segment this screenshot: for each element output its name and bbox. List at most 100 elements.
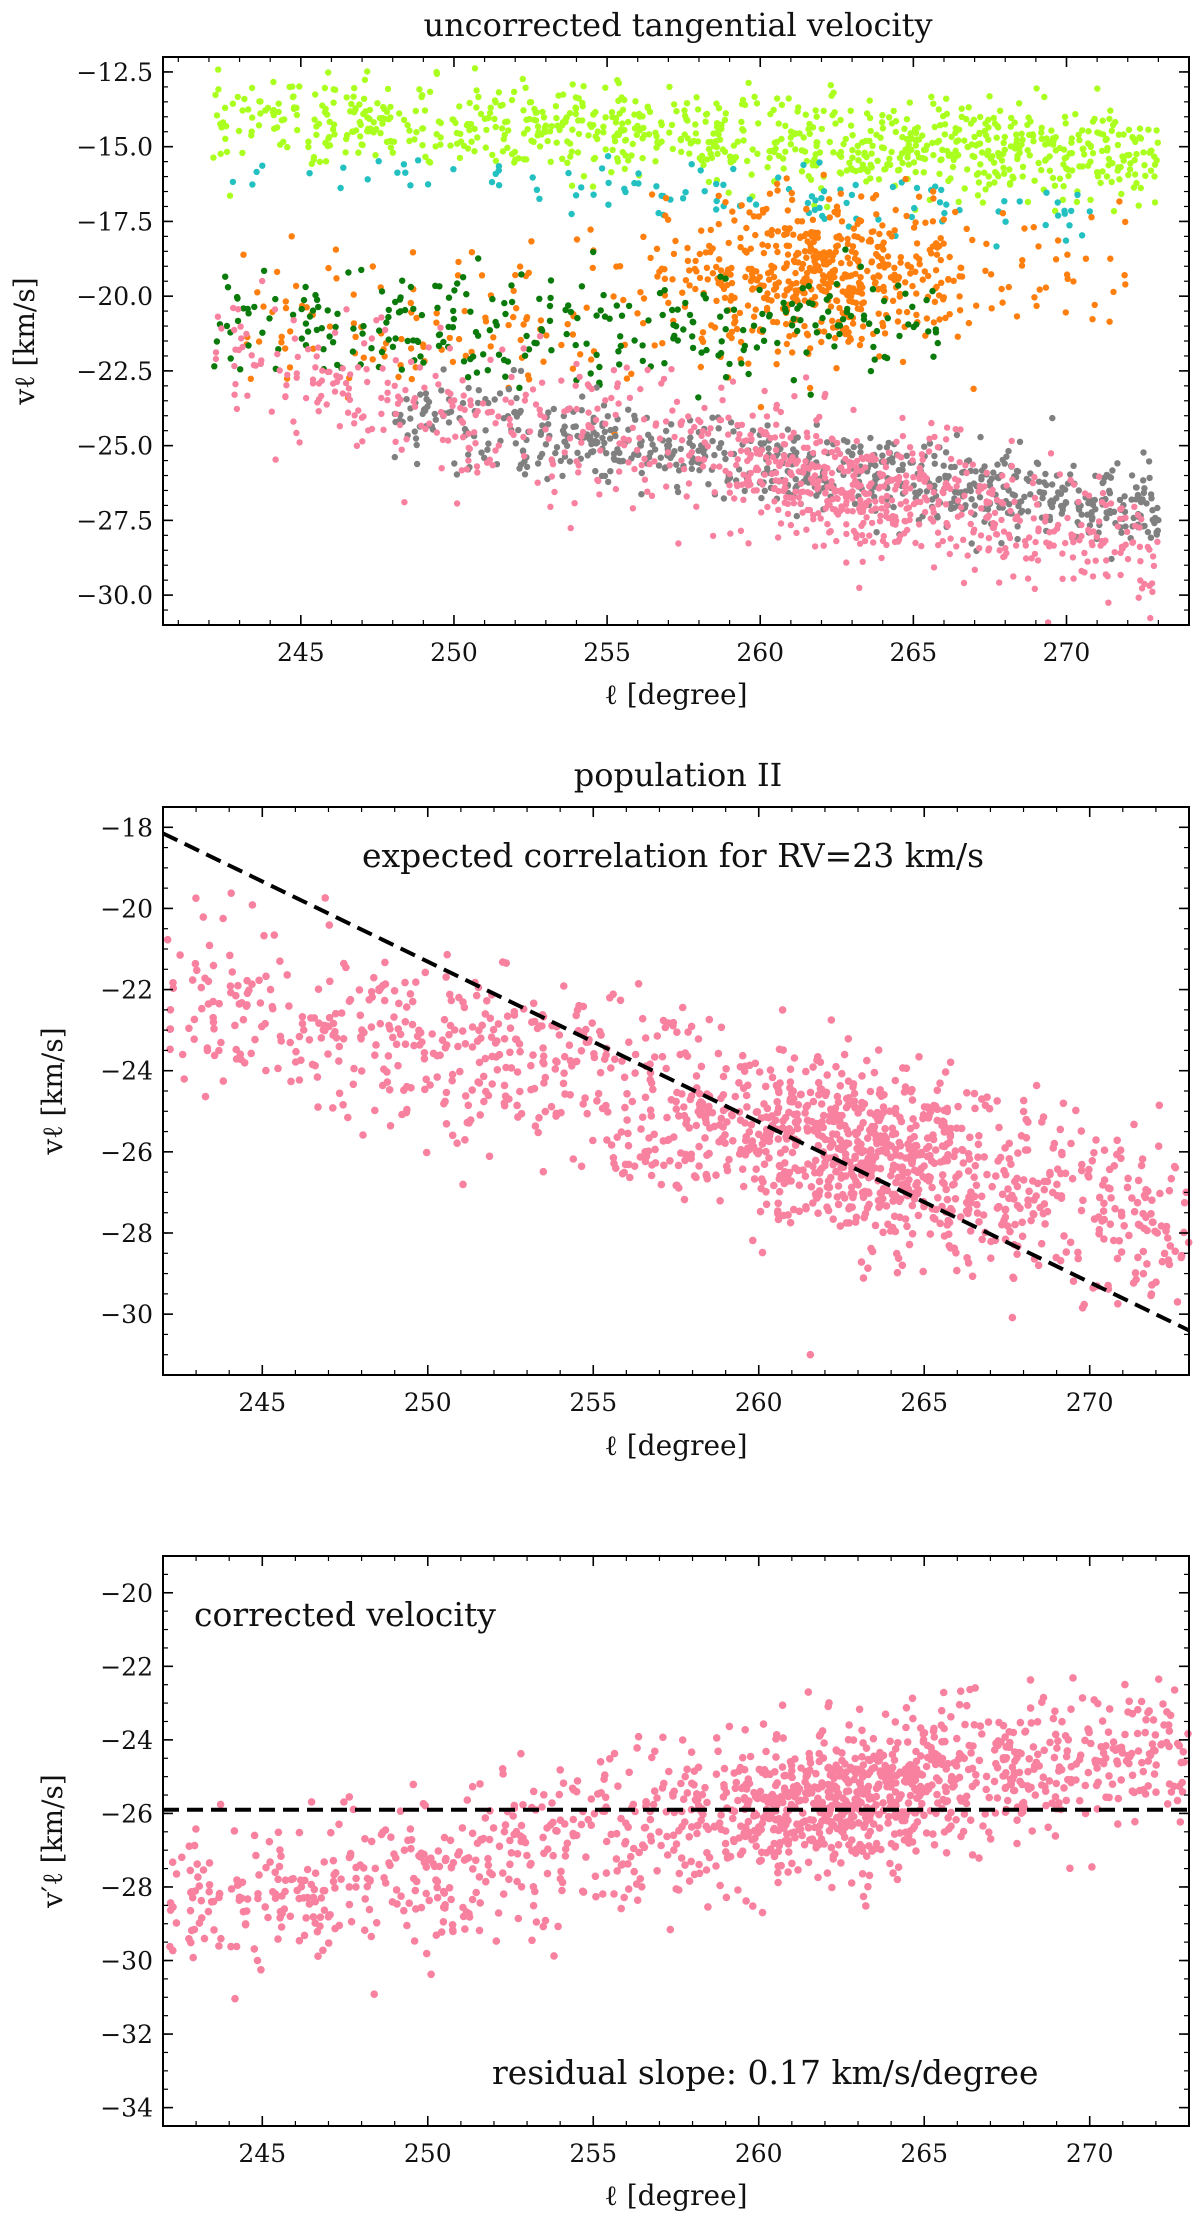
data-point bbox=[978, 1235, 986, 1244]
data-point bbox=[867, 1244, 875, 1253]
data-point bbox=[905, 161, 912, 168]
data-point bbox=[395, 373, 402, 381]
data-point bbox=[727, 450, 734, 457]
data-point bbox=[709, 245, 716, 252]
data-point bbox=[692, 1072, 701, 1080]
data-point bbox=[566, 458, 574, 465]
data-point bbox=[392, 298, 399, 306]
data-point bbox=[928, 93, 935, 101]
data-point bbox=[1142, 172, 1149, 179]
data-point bbox=[976, 129, 983, 137]
data-point bbox=[666, 83, 673, 91]
data-point bbox=[934, 529, 942, 536]
data-point bbox=[868, 228, 875, 236]
data-point bbox=[695, 1162, 703, 1170]
data-point bbox=[734, 421, 741, 429]
data-point bbox=[930, 195, 937, 202]
data-point bbox=[1042, 513, 1050, 520]
data-point bbox=[789, 1205, 798, 1214]
data-point bbox=[385, 336, 392, 343]
data-point bbox=[806, 506, 814, 514]
data-point bbox=[1047, 139, 1054, 146]
data-point bbox=[483, 126, 490, 134]
data-point bbox=[868, 258, 876, 265]
data-point bbox=[631, 337, 638, 344]
data-point bbox=[1124, 1174, 1132, 1183]
data-point bbox=[1011, 119, 1018, 126]
data-point bbox=[1016, 198, 1023, 205]
data-point bbox=[783, 340, 791, 348]
data-point bbox=[536, 406, 543, 413]
data-point bbox=[473, 104, 480, 111]
data-point bbox=[559, 155, 566, 162]
data-point bbox=[330, 99, 337, 106]
data-point bbox=[499, 148, 507, 155]
data-point bbox=[787, 469, 794, 476]
data-point bbox=[896, 290, 904, 298]
data-point bbox=[738, 1051, 747, 1060]
data-point bbox=[980, 1153, 988, 1161]
data-point bbox=[1019, 1176, 1028, 1184]
data-point bbox=[299, 1026, 308, 1034]
data-point bbox=[318, 325, 325, 332]
data-point bbox=[843, 530, 850, 538]
data-point bbox=[1034, 1261, 1043, 1270]
data-point bbox=[842, 135, 849, 143]
data-point bbox=[445, 294, 453, 301]
data-point bbox=[930, 319, 938, 326]
data-point bbox=[482, 144, 489, 151]
data-point bbox=[296, 439, 303, 446]
data-point bbox=[754, 150, 761, 157]
data-point bbox=[901, 125, 908, 132]
data-point bbox=[625, 157, 632, 164]
data-point bbox=[626, 1173, 634, 1182]
data-point bbox=[516, 1087, 524, 1096]
data-point bbox=[1068, 139, 1075, 146]
data-point bbox=[1092, 1136, 1100, 1144]
data-point bbox=[245, 106, 252, 113]
data-point bbox=[564, 138, 571, 145]
data-point bbox=[366, 106, 374, 114]
data-point bbox=[480, 351, 487, 358]
data-point bbox=[218, 124, 225, 131]
data-point bbox=[567, 308, 575, 316]
data-point bbox=[669, 407, 676, 414]
data-point bbox=[722, 110, 729, 117]
data-point bbox=[485, 440, 492, 447]
data-point bbox=[844, 254, 851, 261]
data-point bbox=[1118, 529, 1125, 536]
data-point bbox=[645, 131, 653, 138]
data-point bbox=[1078, 521, 1085, 529]
data-point bbox=[821, 474, 829, 482]
data-point bbox=[993, 1097, 1001, 1105]
data-point bbox=[585, 409, 592, 416]
data-point bbox=[378, 348, 386, 356]
data-point bbox=[1126, 151, 1133, 159]
data-point bbox=[846, 463, 854, 470]
data-point bbox=[803, 254, 810, 261]
data-point bbox=[883, 508, 890, 515]
data-point bbox=[1149, 553, 1157, 560]
data-point bbox=[1090, 1149, 1098, 1157]
data-point bbox=[985, 534, 993, 542]
data-point bbox=[734, 482, 741, 490]
data-point bbox=[517, 336, 524, 344]
data-point bbox=[585, 383, 593, 390]
data-point bbox=[228, 968, 237, 976]
data-point bbox=[378, 288, 386, 295]
data-point bbox=[707, 425, 714, 432]
data-point bbox=[339, 1035, 348, 1043]
data-point bbox=[566, 405, 573, 412]
data-point bbox=[377, 130, 384, 137]
data-point bbox=[758, 509, 765, 516]
data-point bbox=[1005, 487, 1012, 494]
data-point bbox=[940, 462, 947, 469]
data-point bbox=[670, 335, 677, 342]
data-point bbox=[930, 509, 937, 516]
data-point bbox=[912, 268, 919, 275]
data-point bbox=[685, 480, 693, 487]
data-point bbox=[368, 335, 375, 342]
data-point bbox=[640, 416, 648, 423]
data-point bbox=[858, 193, 865, 200]
data-point bbox=[908, 1230, 917, 1238]
